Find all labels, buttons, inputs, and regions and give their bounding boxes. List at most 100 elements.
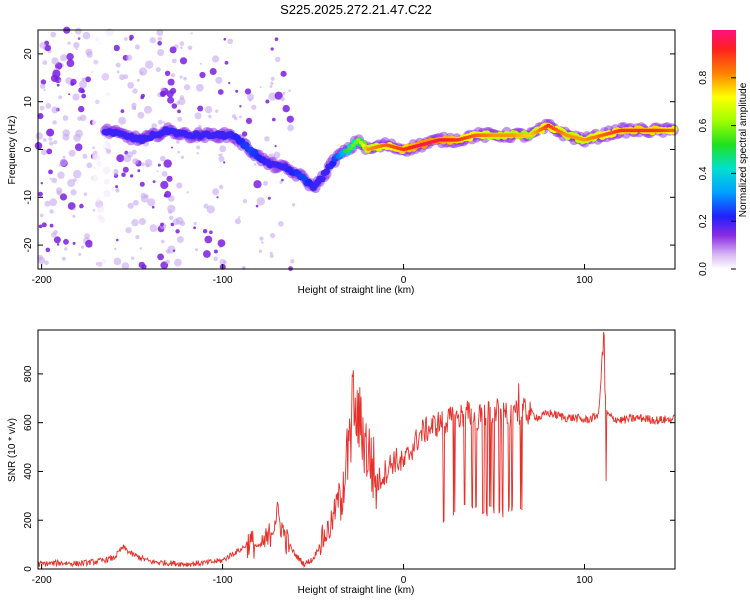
ridge-core (353, 140, 358, 145)
noise-speck (126, 54, 133, 61)
noise-speck (72, 214, 76, 218)
noise-speck (115, 188, 120, 193)
noise-speck (145, 163, 150, 168)
noise-speck (184, 84, 191, 91)
snr-x-tick-label: 0 (401, 575, 407, 586)
noise-speck (156, 170, 159, 173)
noise-speck (159, 90, 166, 97)
noise-speck (74, 143, 83, 151)
noise-speck (171, 73, 175, 78)
noise-speck (174, 258, 182, 267)
noise-speck (123, 37, 128, 41)
noise-speck (158, 119, 163, 125)
noise-speck (216, 196, 219, 199)
noise-speck (78, 252, 82, 256)
noise-speck (253, 163, 257, 166)
noise-speck (275, 56, 281, 63)
noise-speck (59, 193, 68, 201)
colorbar: 0.0 0.2 0.4 0.6 0.8 Normalized spectral ampl… (698, 30, 749, 276)
noise-speck (64, 247, 68, 251)
noise-speck (145, 60, 154, 69)
snr-plot-area (38, 330, 675, 569)
chart-title: S225.2025.272.21.47.C22 (280, 2, 432, 17)
ridge-mid (323, 168, 330, 175)
noise-speck (60, 54, 68, 62)
noise-speck (170, 222, 175, 227)
snr-panel: -200 -100 0 100 0 200 400 600 800 Height of str… (7, 329, 676, 596)
noise-speck (163, 159, 172, 168)
noise-speck (137, 111, 145, 119)
noise-speck (72, 93, 80, 101)
noise-speck (239, 105, 242, 108)
spec-y-tick-label: 10 (23, 96, 34, 108)
snr-y-tick-label: 800 (23, 365, 34, 382)
noise-speck (138, 261, 145, 269)
noise-speck (68, 149, 76, 157)
noise-speck (274, 145, 277, 148)
noise-speck (213, 256, 218, 262)
noise-speck (179, 41, 185, 46)
noise-speck (171, 58, 177, 64)
noise-speck (190, 32, 193, 35)
snr-x-tick-label: -100 (213, 575, 233, 586)
noise-speck (268, 92, 277, 101)
snr-x-tick-label: -200 (32, 575, 52, 586)
noise-speck (123, 154, 132, 163)
noise-speck (80, 245, 85, 249)
noise-speck (179, 220, 186, 227)
noise-speck (67, 41, 71, 45)
noise-speck (37, 113, 44, 120)
noise-speck (83, 192, 88, 196)
noise-speck (85, 239, 93, 248)
noise-speck (155, 67, 161, 73)
noise-speck (140, 93, 145, 98)
ridge-core (351, 143, 356, 148)
noise-speck (203, 203, 209, 209)
noise-speck (224, 60, 229, 65)
spec-x-tick-label: 0 (401, 275, 407, 286)
noise-speck (177, 109, 181, 114)
noise-speck (245, 117, 253, 124)
noise-speck (49, 198, 58, 207)
noise-speck (161, 171, 168, 177)
noise-speck (169, 215, 174, 220)
noise-speck (167, 96, 175, 104)
colorbar-ticks: 0.0 0.2 0.4 0.6 0.8 (698, 70, 736, 276)
noise-speck (259, 236, 264, 241)
noise-speck (56, 187, 63, 194)
noise-speck (53, 140, 58, 145)
noise-speck (212, 55, 220, 63)
colorbar-tick-label: 0.8 (698, 70, 709, 84)
ridge-mid (329, 160, 337, 167)
noise-speck (45, 103, 52, 109)
noise-speck (40, 182, 43, 185)
noise-speck (218, 155, 225, 162)
noise-speck (73, 42, 80, 49)
noise-speck (49, 177, 52, 180)
colorbar-tick-label: 0.2 (698, 214, 709, 228)
noise-speck (157, 163, 161, 167)
noise-speck (199, 62, 202, 65)
noise-speck (127, 202, 134, 209)
snr-y-tick-label: 600 (23, 414, 34, 431)
noise-speck (164, 190, 172, 198)
colorbar-gradient (712, 30, 736, 269)
snr-x-ticks: -200 -100 0 100 (32, 564, 593, 586)
noise-speck (176, 236, 184, 243)
noise-speck (56, 243, 60, 246)
noise-speck (53, 236, 61, 244)
noise-speck (49, 141, 54, 146)
noise-speck (169, 46, 177, 54)
noise-speck (51, 57, 59, 65)
spectrogram-ridge-layer (100, 118, 679, 194)
noise-speck (206, 205, 215, 214)
noise-speck (135, 235, 140, 240)
colorbar-tick-label: 0.4 (698, 166, 709, 180)
noise-speck (51, 232, 57, 238)
noise-speck (51, 177, 57, 184)
noise-speck (212, 188, 220, 196)
noise-speck (80, 88, 86, 94)
noise-speck (256, 197, 265, 206)
noise-speck (35, 132, 43, 140)
